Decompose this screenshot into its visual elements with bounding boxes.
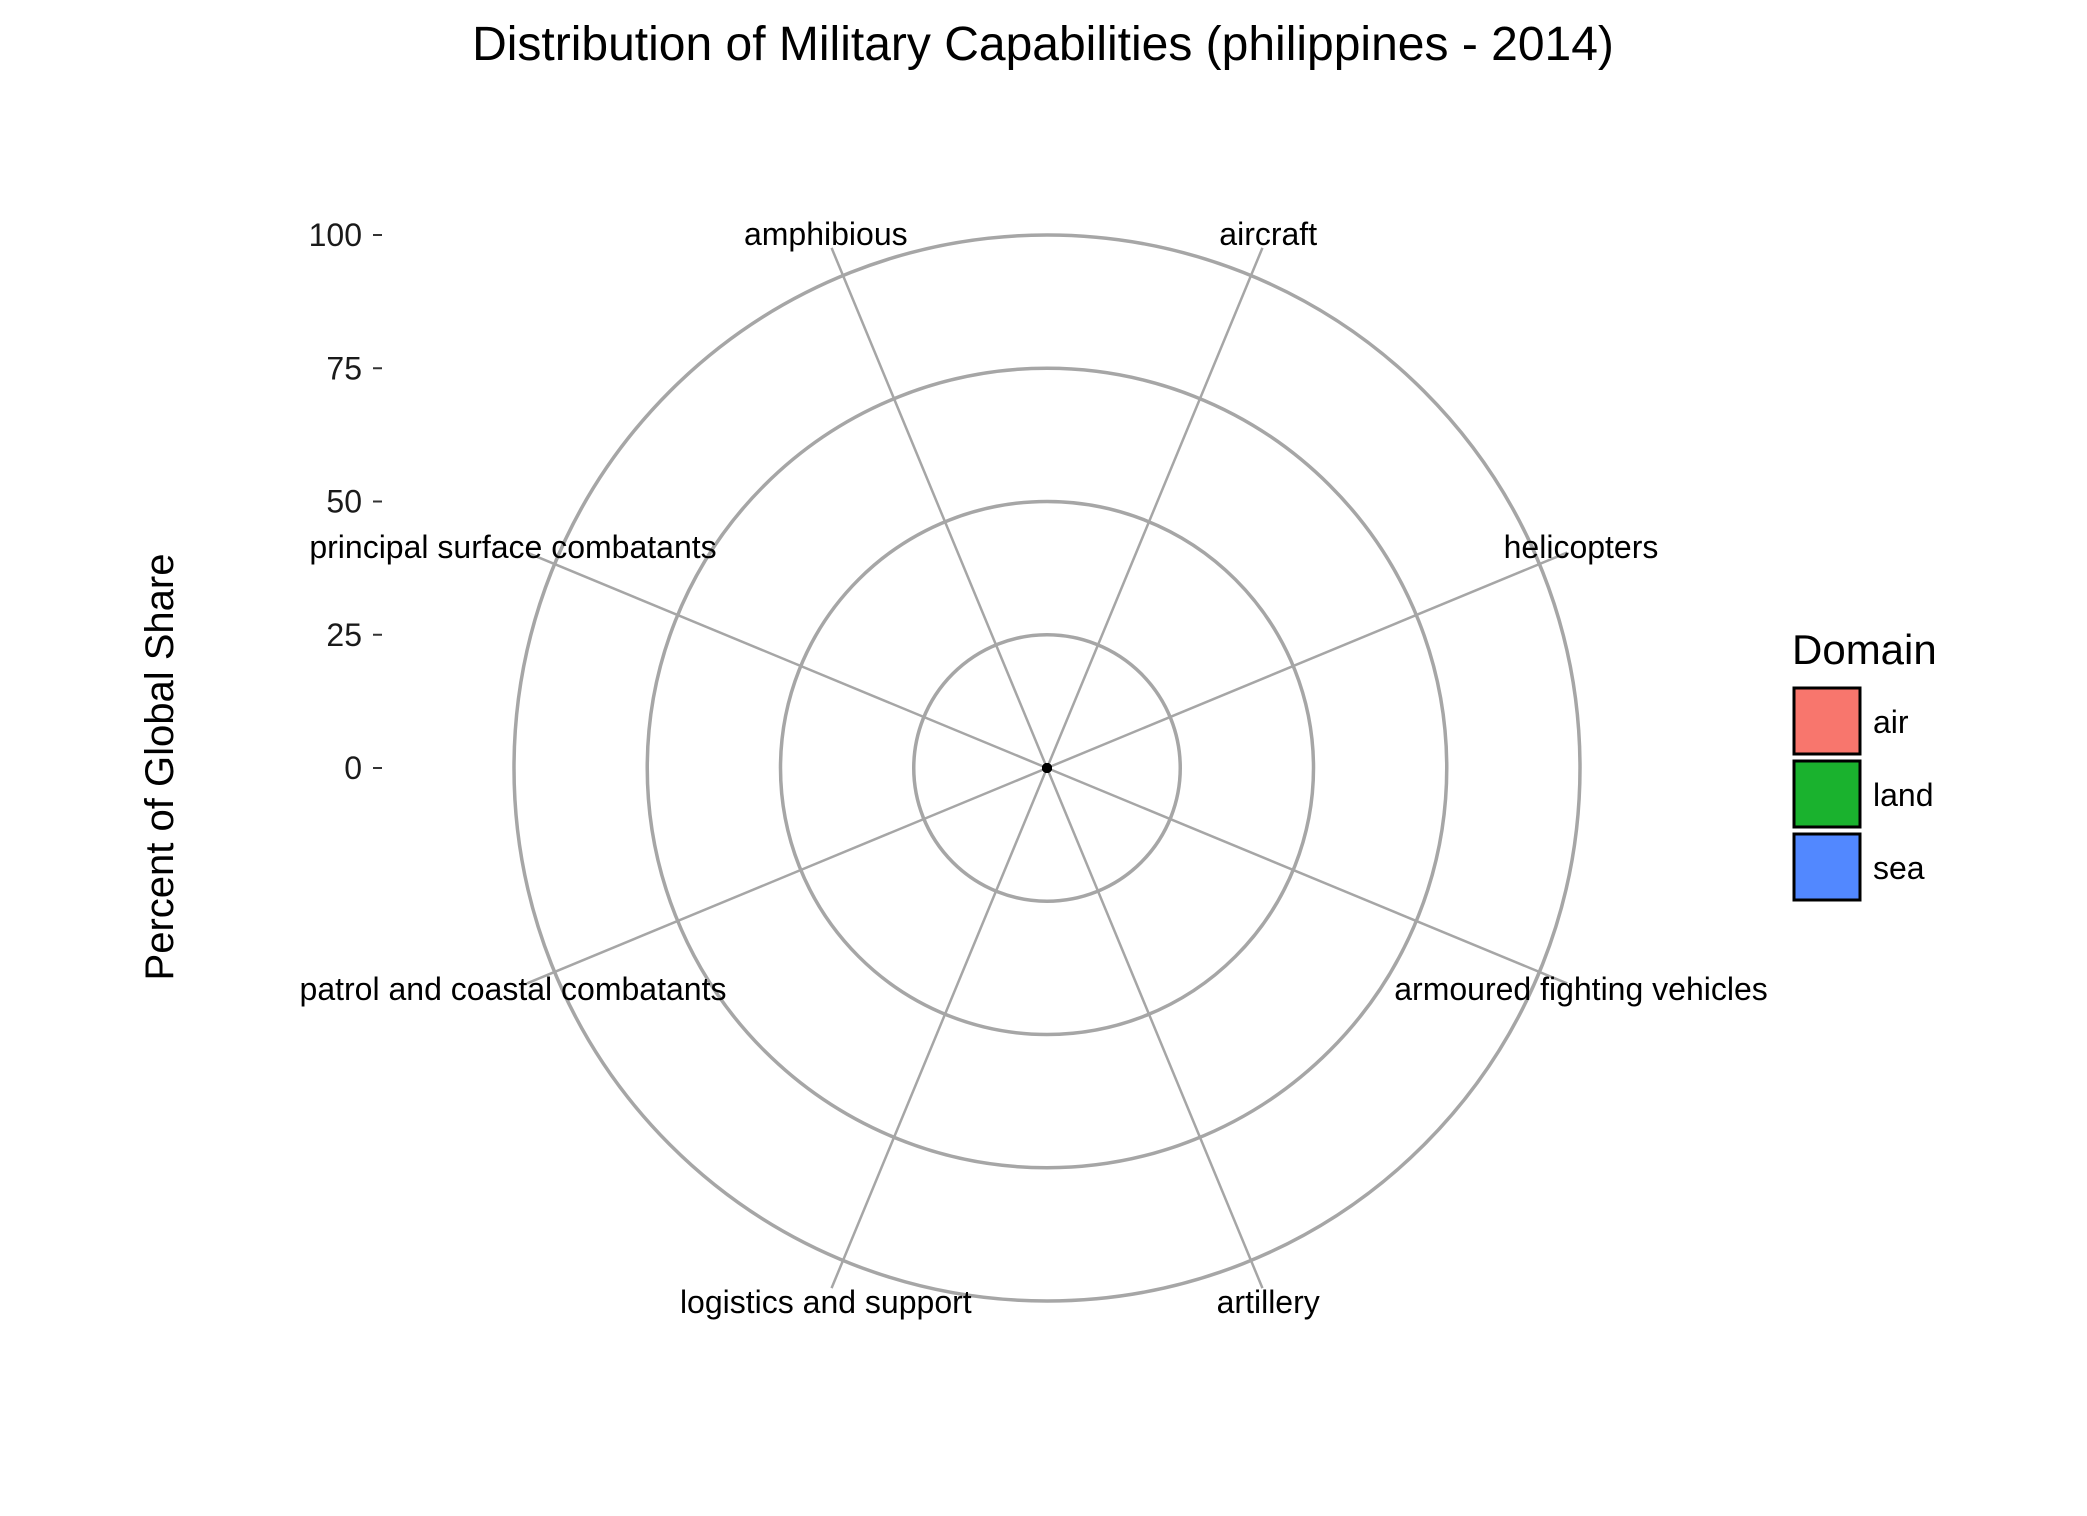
category-label: helicopters	[1504, 529, 1659, 565]
legend-swatch-land	[1792, 759, 1862, 829]
legend-swatch-air	[1792, 686, 1862, 756]
spoke-artillery	[1045, 767, 1264, 1289]
legend: Domain air land sea	[1792, 626, 1937, 902]
category-label: patrol and coastal combatants	[300, 971, 727, 1007]
y-tick-label: 75	[326, 350, 362, 386]
category-labels: aircraft helicopters armoured fighting veh…	[300, 216, 1768, 1320]
grid-ring	[912, 633, 1182, 903]
spoke-principal-surface-combatants	[526, 551, 1048, 770]
spokes	[526, 247, 1568, 1289]
grid-ring	[778, 499, 1316, 1037]
legend-label-land: land	[1873, 777, 1934, 813]
legend-swatch-sea	[1792, 832, 1862, 902]
y-tick-label: 0	[344, 750, 362, 786]
data-points	[1042, 763, 1052, 773]
category-label: logistics and support	[680, 1284, 972, 1320]
y-tick-label: 25	[326, 617, 362, 653]
spoke-logistics-and-support	[830, 767, 1049, 1289]
chart-title: Distribution of Military Capabilities (p…	[472, 18, 1614, 71]
legend-label-sea: sea	[1873, 850, 1925, 886]
grid-ring	[645, 366, 1449, 1170]
legend-title: Domain	[1792, 626, 1937, 673]
y-axis: 0 25 50 75 100	[309, 217, 382, 786]
category-label: amphibious	[744, 216, 908, 252]
spoke-helicopters	[1046, 551, 1568, 770]
grid	[512, 233, 1582, 1303]
grid-ring	[512, 233, 1582, 1303]
y-tick-label: 100	[309, 217, 362, 253]
spoke-amphibious	[830, 247, 1049, 769]
category-label: artillery	[1217, 1284, 1320, 1320]
legend-label-air: air	[1873, 704, 1909, 740]
category-label: armoured fighting vehicles	[1394, 971, 1768, 1007]
category-label: principal surface combatants	[309, 529, 716, 565]
spoke-aircraft	[1045, 247, 1264, 769]
y-axis-title: Percent of Global Share	[138, 554, 182, 981]
spoke-armoured-fighting-vehicles	[1046, 766, 1568, 985]
data-point	[1042, 763, 1052, 773]
category-label: aircraft	[1219, 216, 1317, 252]
spoke-patrol-and-coastal-combatants	[526, 766, 1048, 985]
y-tick-label: 50	[326, 484, 362, 520]
